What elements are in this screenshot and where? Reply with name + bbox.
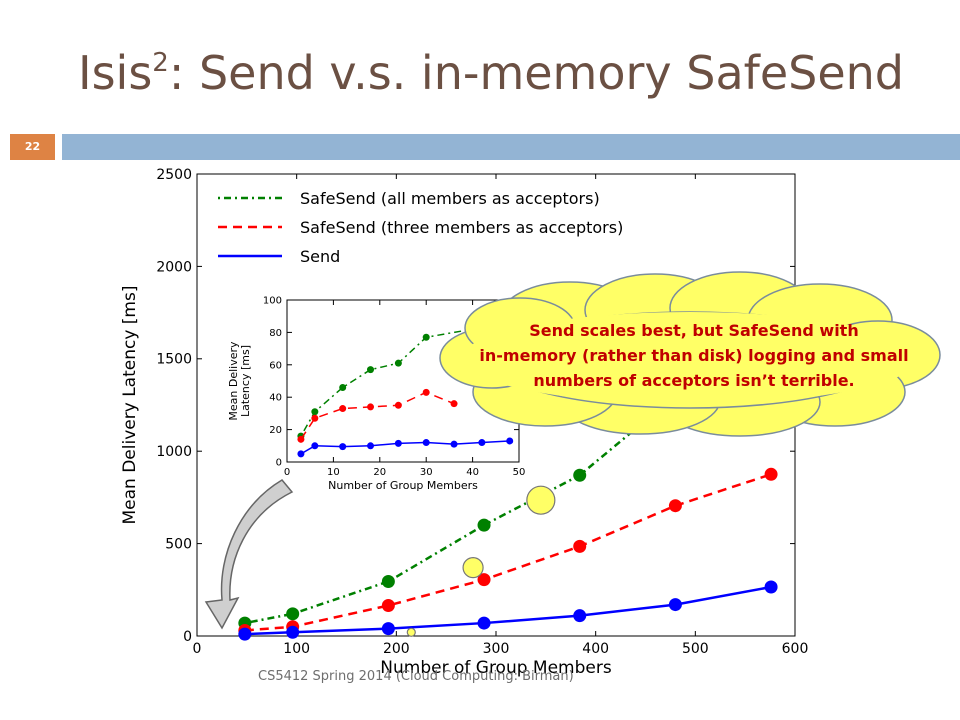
legend-label: SafeSend (all members as acceptors) [300, 189, 600, 208]
inset-data-point [339, 443, 347, 451]
callout-line: numbers of acceptors isn’t terrible. [533, 371, 855, 390]
main-x-tick-label: 100 [283, 641, 310, 657]
main-data-point [668, 499, 682, 513]
legend-label: SafeSend (three members as acceptors) [300, 218, 623, 237]
main-data-point [381, 622, 395, 636]
highlight-circle [462, 557, 484, 579]
main-data-point [381, 574, 395, 588]
inset-x-tick-label: 20 [373, 467, 386, 478]
main-x-tick-label: 600 [782, 641, 809, 657]
inset-data-point [367, 403, 375, 411]
inset-data-point [422, 439, 430, 447]
inset-y-tick-label: 0 [276, 458, 282, 469]
inset-x-tick-label: 40 [466, 467, 479, 478]
main-data-point [573, 609, 587, 623]
main-data-point [286, 625, 300, 639]
inset-data-point [394, 401, 402, 409]
inset-data-point [297, 450, 305, 458]
main-y-tick-label: 0 [183, 629, 192, 645]
main-data-point [764, 467, 778, 481]
main-data-point [286, 607, 300, 621]
cloud-body [462, 312, 918, 404]
inset-x-axis-label: Number of Group Members [328, 479, 478, 492]
header-bar [62, 134, 960, 160]
inset-x-tick-label: 50 [513, 467, 526, 478]
inset-data-point [311, 414, 319, 422]
inset-data-point [339, 405, 347, 413]
main-y-tick-label: 2500 [156, 167, 192, 183]
callout-line: Send scales best, but SafeSend with [529, 321, 859, 340]
inset-y-tick-label: 100 [263, 296, 282, 307]
inset-data-point [311, 408, 319, 416]
inset-data-point [422, 388, 430, 396]
inset-y-tick-label: 20 [269, 425, 282, 436]
inset-y-axis-label: Mean DeliveryLatency [ms] [227, 341, 252, 421]
main-data-point [238, 627, 252, 641]
main-x-tick-label: 500 [682, 641, 709, 657]
callout-cloud [439, 271, 941, 437]
main-x-axis-label: Number of Group Members [380, 658, 612, 678]
title-rest: : Send v.s. in-memory SafeSend [168, 46, 904, 100]
title-superscript: 2 [152, 47, 169, 78]
footer-text: CS5412 Spring 2014 (Cloud Computing: Bir… [258, 669, 574, 684]
slide-title: Isis2: Send v.s. in-memory SafeSend [78, 46, 904, 100]
inset-data-point [311, 442, 319, 450]
zoom-arrow-icon [204, 479, 294, 630]
inset-y-tick-label: 80 [269, 328, 282, 339]
inset-data-point [450, 400, 458, 408]
inset-y-tick-label: 40 [269, 393, 282, 404]
inset-data-point [478, 439, 486, 447]
highlight-circle [406, 627, 416, 637]
title-main: Isis [78, 46, 153, 100]
main-x-tick-label: 400 [582, 641, 609, 657]
inset-data-point [394, 439, 402, 447]
inset-data-point [450, 440, 458, 448]
main-data-point [573, 539, 587, 553]
main-y-tick-label: 1000 [156, 444, 192, 460]
inset-data-point [297, 435, 305, 443]
main-data-point [477, 518, 491, 532]
main-data-point [381, 599, 395, 613]
highlight-circle [526, 485, 556, 515]
main-y-tick-label: 500 [165, 537, 192, 553]
inset-data-point [367, 366, 375, 374]
inset-x-tick-label: 10 [327, 467, 340, 478]
inset-data-point [394, 359, 402, 367]
main-data-point [477, 573, 491, 587]
main-data-point [668, 598, 682, 612]
main-x-tick-label: 0 [193, 641, 202, 657]
inset-data-point [506, 437, 514, 445]
main-x-tick-label: 300 [483, 641, 510, 657]
main-x-tick-label: 200 [383, 641, 410, 657]
callout-text: Send scales best, but SafeSend with in-m… [446, 318, 942, 393]
inset-data-point [422, 333, 430, 341]
inset-y-tick-label: 60 [269, 360, 282, 371]
legend-label: Send [300, 247, 340, 266]
inset-data-point [339, 383, 347, 391]
inset-x-tick-label: 0 [284, 467, 290, 478]
main-y-tick-label: 1500 [156, 352, 192, 368]
inset-x-tick-label: 30 [420, 467, 433, 478]
callout-line: in-memory (rather than disk) logging and… [479, 346, 909, 365]
main-data-point [573, 468, 587, 482]
main-y-axis-label: Mean Delivery Latency [ms] [120, 286, 140, 525]
slide-number: 22 [10, 134, 55, 160]
main-data-point [477, 616, 491, 630]
main-data-point [764, 580, 778, 594]
main-y-tick-label: 2000 [156, 259, 192, 275]
inset-data-point [367, 442, 375, 450]
